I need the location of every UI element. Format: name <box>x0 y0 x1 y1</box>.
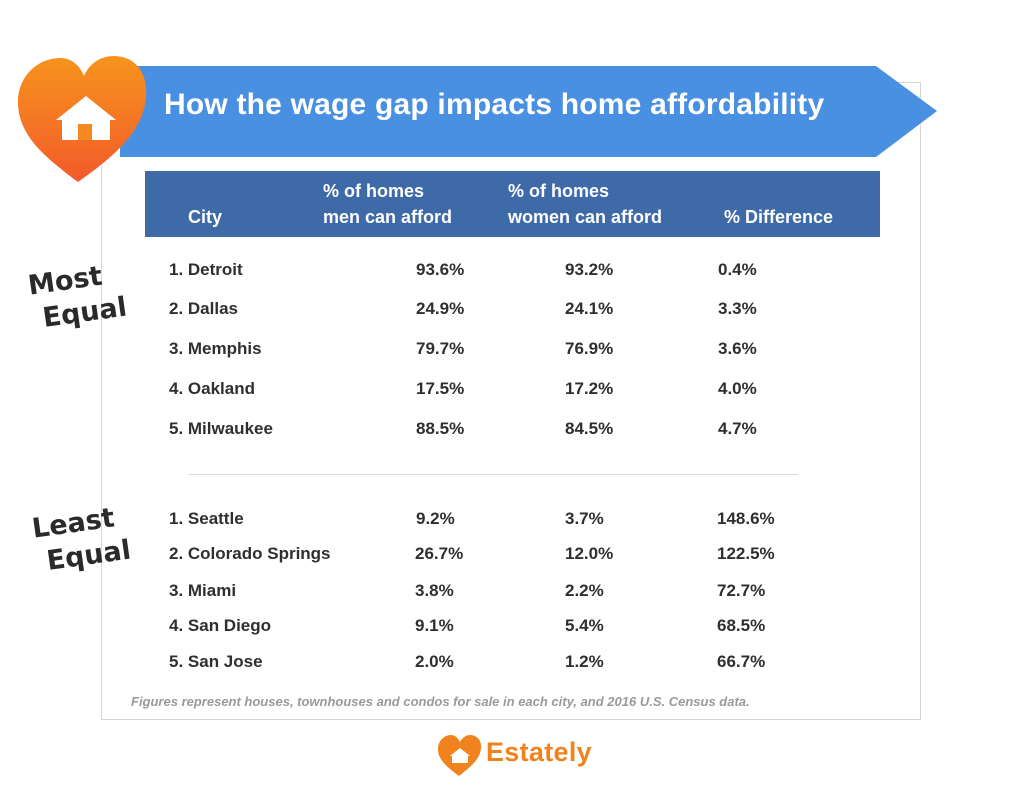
cell-women: 1.2% <box>565 652 604 671</box>
cell-men: 88.5% <box>416 419 465 438</box>
cell-diff: 4.7% <box>718 419 757 438</box>
cell-women: 5.4% <box>565 616 604 635</box>
cell-men: 9.2% <box>416 509 455 528</box>
cell-diff: 122.5% <box>717 544 775 563</box>
cell-city: 1. Detroit <box>169 260 243 279</box>
heart-house-icon <box>438 735 482 776</box>
cell-city: 4. Oakland <box>169 379 255 398</box>
cell-city: 2. Colorado Springs <box>169 544 331 563</box>
cell-diff: 3.6% <box>718 339 757 358</box>
cell-diff: 0.4% <box>718 260 757 279</box>
cell-city: 3. Miami <box>169 581 237 600</box>
cell-women: 12.0% <box>565 544 614 563</box>
cell-city: 5. San Jose <box>169 652 263 671</box>
header-men-line2: men can afford <box>323 207 453 227</box>
cell-men: 17.5% <box>416 379 465 398</box>
cell-men: 26.7% <box>415 544 464 563</box>
cell-diff: 4.0% <box>718 379 757 398</box>
brand-name: Estately <box>486 737 592 767</box>
header-men-line1: % of homes <box>323 181 425 201</box>
table-row: 3. Miami 3.8% 2.2% 72.7% <box>0 581 1024 611</box>
cell-women: 76.9% <box>565 339 614 358</box>
cell-men: 79.7% <box>416 339 465 358</box>
cell-diff: 148.6% <box>717 509 775 528</box>
cell-men: 24.9% <box>416 299 465 318</box>
cell-women: 24.1% <box>565 299 614 318</box>
cell-diff: 68.5% <box>717 616 766 635</box>
cell-men: 3.8% <box>415 581 454 600</box>
header-diff: % Difference <box>724 207 834 227</box>
table-row: 4. San Diego 9.1% 5.4% 68.5% <box>0 616 1024 646</box>
cell-diff: 3.3% <box>718 299 757 318</box>
cell-women: 17.2% <box>565 379 614 398</box>
header-women-line1: % of homes <box>508 181 610 201</box>
header-women-line2: women can afford <box>508 207 663 227</box>
table-row: 1. Seattle 9.2% 3.7% 148.6% <box>0 509 1024 539</box>
heart-house-icon <box>18 56 147 182</box>
cell-men: 9.1% <box>415 616 454 635</box>
cell-men: 2.0% <box>415 652 454 671</box>
cell-diff: 72.7% <box>717 581 766 600</box>
table-row: 5. San Jose 2.0% 1.2% 66.7% <box>0 652 1024 682</box>
header-men: % of homes men can afford <box>323 178 452 230</box>
table-row: 2. Colorado Springs 26.7% 12.0% 122.5% <box>0 544 1024 574</box>
header-city: City <box>188 207 223 227</box>
cell-diff: 66.7% <box>717 652 766 671</box>
cell-women: 93.2% <box>565 260 614 279</box>
table-row: 1. Detroit 93.6% 93.2% 0.4% <box>0 260 1024 290</box>
footnote: Figures represent houses, townhouses and… <box>131 694 750 709</box>
table-row: 4. Oakland 17.5% 17.2% 4.0% <box>0 379 1024 409</box>
table-row: 2. Dallas 24.9% 24.1% 3.3% <box>0 299 1024 329</box>
cell-city: 3. Memphis <box>169 339 262 358</box>
cell-city: 4. San Diego <box>169 616 272 635</box>
cell-city: 2. Dallas <box>169 299 238 318</box>
title-banner <box>18 56 937 182</box>
table-row: 5. Milwaukee 88.5% 84.5% 4.7% <box>0 419 1024 449</box>
cell-city: 5. Milwaukee <box>169 419 273 438</box>
group-divider <box>188 474 798 475</box>
header-women: % of homes women can afford <box>508 178 662 230</box>
cell-women: 2.2% <box>565 581 604 600</box>
estately-logo <box>438 735 482 776</box>
cell-city: 1. Seattle <box>169 509 244 528</box>
page-title: How the wage gap impacts home affordabil… <box>164 88 825 121</box>
cell-men: 93.6% <box>416 260 465 279</box>
cell-women: 3.7% <box>565 509 604 528</box>
cell-women: 84.5% <box>565 419 614 438</box>
table-header: City % of homes men can afford % of home… <box>145 171 880 237</box>
banner-arrow <box>120 66 937 157</box>
table-row: 3. Memphis 79.7% 76.9% 3.6% <box>0 339 1024 369</box>
